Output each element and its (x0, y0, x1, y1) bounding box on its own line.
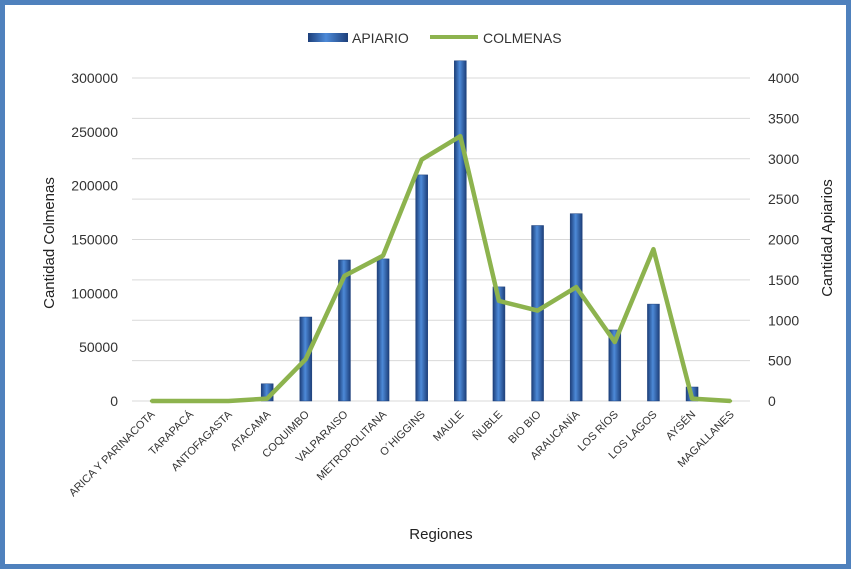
line-point-colmenas (497, 299, 501, 303)
left-tick-label: 100000 (71, 285, 118, 301)
bar-apiario (376, 258, 390, 402)
category-label: ARICA Y PARINACOTA (67, 408, 158, 499)
category-label: AYSÉN (663, 408, 698, 443)
bar-apiario (338, 259, 351, 402)
left-tick-label: 200000 (71, 178, 118, 194)
line-series-colmenas (149, 133, 733, 404)
left-tick-label: 0 (110, 393, 118, 409)
left-axis-ticks: 300000 250000 200000 150000 100000 50000 0 (71, 70, 118, 409)
right-tick-label: 1000 (768, 312, 799, 328)
bar-apiario (569, 213, 583, 402)
right-tick-label: 2000 (768, 232, 799, 248)
line-point-colmenas (149, 399, 153, 403)
right-axis-title: Cantidad Apiarios (819, 179, 836, 297)
bar-apiario (608, 329, 622, 402)
x-axis-title: Regiones (409, 526, 472, 543)
line-point-colmenas (690, 397, 694, 401)
line-point-colmenas (574, 285, 578, 289)
line-point-colmenas (304, 357, 308, 361)
bar-apiario (647, 303, 660, 402)
legend-swatch-apiario (308, 33, 348, 42)
legend-label-apiario: APIARIO (352, 30, 409, 46)
legend-label-colmenas: COLMENAS (483, 30, 562, 46)
category-label: BIO BIO (506, 408, 544, 446)
line-point-colmenas (458, 134, 462, 138)
category-label: ÑUBLE (470, 408, 505, 443)
line-point-colmenas (729, 399, 733, 403)
left-tick-label: 250000 (71, 124, 118, 140)
line-point-colmenas (536, 309, 540, 313)
bar-apiario (531, 225, 544, 402)
right-tick-label: 1500 (768, 272, 799, 288)
category-axis-labels: ARICA Y PARINACOTATARAPACÁANTOFAGASTAATA… (67, 407, 737, 499)
left-tick-label: 150000 (71, 232, 118, 248)
bar-apiario (454, 60, 467, 402)
line-point-colmenas (420, 158, 424, 162)
category-label: METROPOLITANA (315, 408, 390, 483)
right-tick-label: 3000 (768, 151, 799, 167)
left-tick-label: 300000 (71, 70, 118, 86)
line-point-colmenas (613, 340, 617, 344)
line-point-colmenas (188, 399, 192, 403)
bar-apiario (415, 174, 428, 402)
right-tick-label: 4000 (768, 70, 799, 86)
bar-apiario (492, 286, 506, 402)
bar-series-apiario (260, 60, 699, 402)
right-tick-label: 3500 (768, 110, 799, 126)
right-axis-ticks: 4000 3500 3000 2500 2000 1500 1000 500 0 (768, 70, 799, 409)
line-point-colmenas (381, 254, 385, 258)
line-point-colmenas (651, 247, 655, 251)
left-tick-label: 50000 (79, 339, 118, 355)
legend: APIARIO COLMENAS (308, 30, 562, 46)
line-colmenas (151, 133, 731, 404)
left-axis-title: Cantidad Colmenas (41, 177, 58, 309)
line-point-colmenas (342, 274, 346, 278)
line-point-colmenas (227, 399, 231, 403)
right-tick-label: 500 (768, 353, 792, 369)
right-tick-label: 2500 (768, 191, 799, 207)
category-label: MAULE (431, 409, 466, 444)
right-tick-label: 0 (768, 393, 776, 409)
line-point-colmenas (265, 397, 269, 401)
